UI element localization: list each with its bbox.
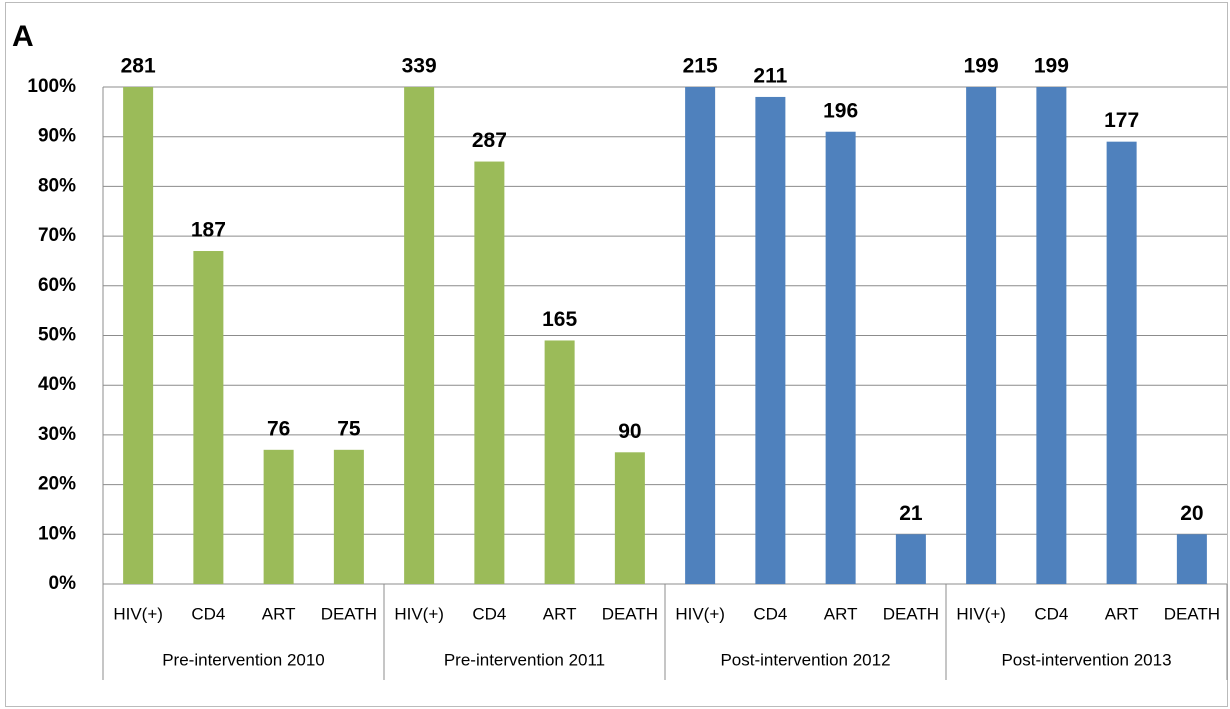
bar [895,534,926,584]
y-tick-label: 40% [38,374,76,395]
value-label: 75 [337,417,361,440]
bar [1106,141,1137,585]
value-label: 339 [402,55,437,78]
bar [1176,534,1207,584]
bar [474,161,505,585]
value-label: 90 [618,420,641,443]
chart-title: A [12,20,34,53]
value-label: 76 [267,417,290,440]
x-tick-label: ART [262,604,296,623]
y-tick-label: 0% [49,573,77,594]
bar [614,452,645,584]
y-tick-label: 50% [38,325,76,346]
bar [123,87,154,584]
y-tick-label: 100% [27,76,76,97]
x-tick-label: DEATH [883,604,939,623]
value-label: 199 [1034,55,1069,78]
y-tick-label: 90% [38,126,76,147]
x-tick-label: CD4 [1034,604,1068,623]
y-tick-label: 60% [38,275,76,296]
group-label: Pre-intervention 2010 [162,650,325,669]
x-tick-label: CD4 [472,604,506,623]
y-tick-label: 30% [38,424,76,445]
group-label: Post-intervention 2012 [720,650,890,669]
value-label: 187 [191,219,226,242]
x-tick-label: HIV(+) [675,604,725,623]
value-label: 177 [1104,109,1139,132]
bar [966,87,997,584]
group-label: Post-intervention 2013 [1001,650,1171,669]
group-label: Pre-intervention 2011 [444,650,605,669]
value-label: 281 [121,55,156,78]
x-tick-label: ART [1105,604,1139,623]
bar [755,96,786,584]
bar [193,251,224,584]
bar [333,449,364,584]
bar [263,449,294,584]
bar [825,131,856,585]
y-tick-label: 80% [38,175,76,196]
y-tick-label: 20% [38,474,76,495]
y-tick-label: 70% [38,225,76,246]
x-tick-label: CD4 [753,604,787,623]
value-label: 165 [542,308,577,331]
bar [685,87,716,584]
x-tick-label: CD4 [191,604,225,623]
x-tick-label: HIV(+) [394,604,444,623]
x-tick-label: HIV(+) [113,604,163,623]
x-tick-label: DEATH [321,604,377,623]
value-label: 287 [472,129,507,152]
value-label: 215 [683,55,718,78]
value-label: 21 [899,502,923,525]
bar [404,87,435,584]
value-label: 211 [753,64,787,87]
bar [1036,87,1067,584]
bar [544,340,575,584]
frame [5,2,1228,707]
value-label: 20 [1180,502,1203,525]
x-tick-label: DEATH [1164,604,1220,623]
value-label: 196 [823,99,858,122]
x-tick-label: ART [543,604,577,623]
y-tick-label: 10% [38,523,76,544]
x-tick-label: HIV(+) [956,604,1006,623]
x-tick-label: DEATH [602,604,658,623]
x-tick-label: ART [824,604,858,623]
value-label: 199 [964,55,999,78]
